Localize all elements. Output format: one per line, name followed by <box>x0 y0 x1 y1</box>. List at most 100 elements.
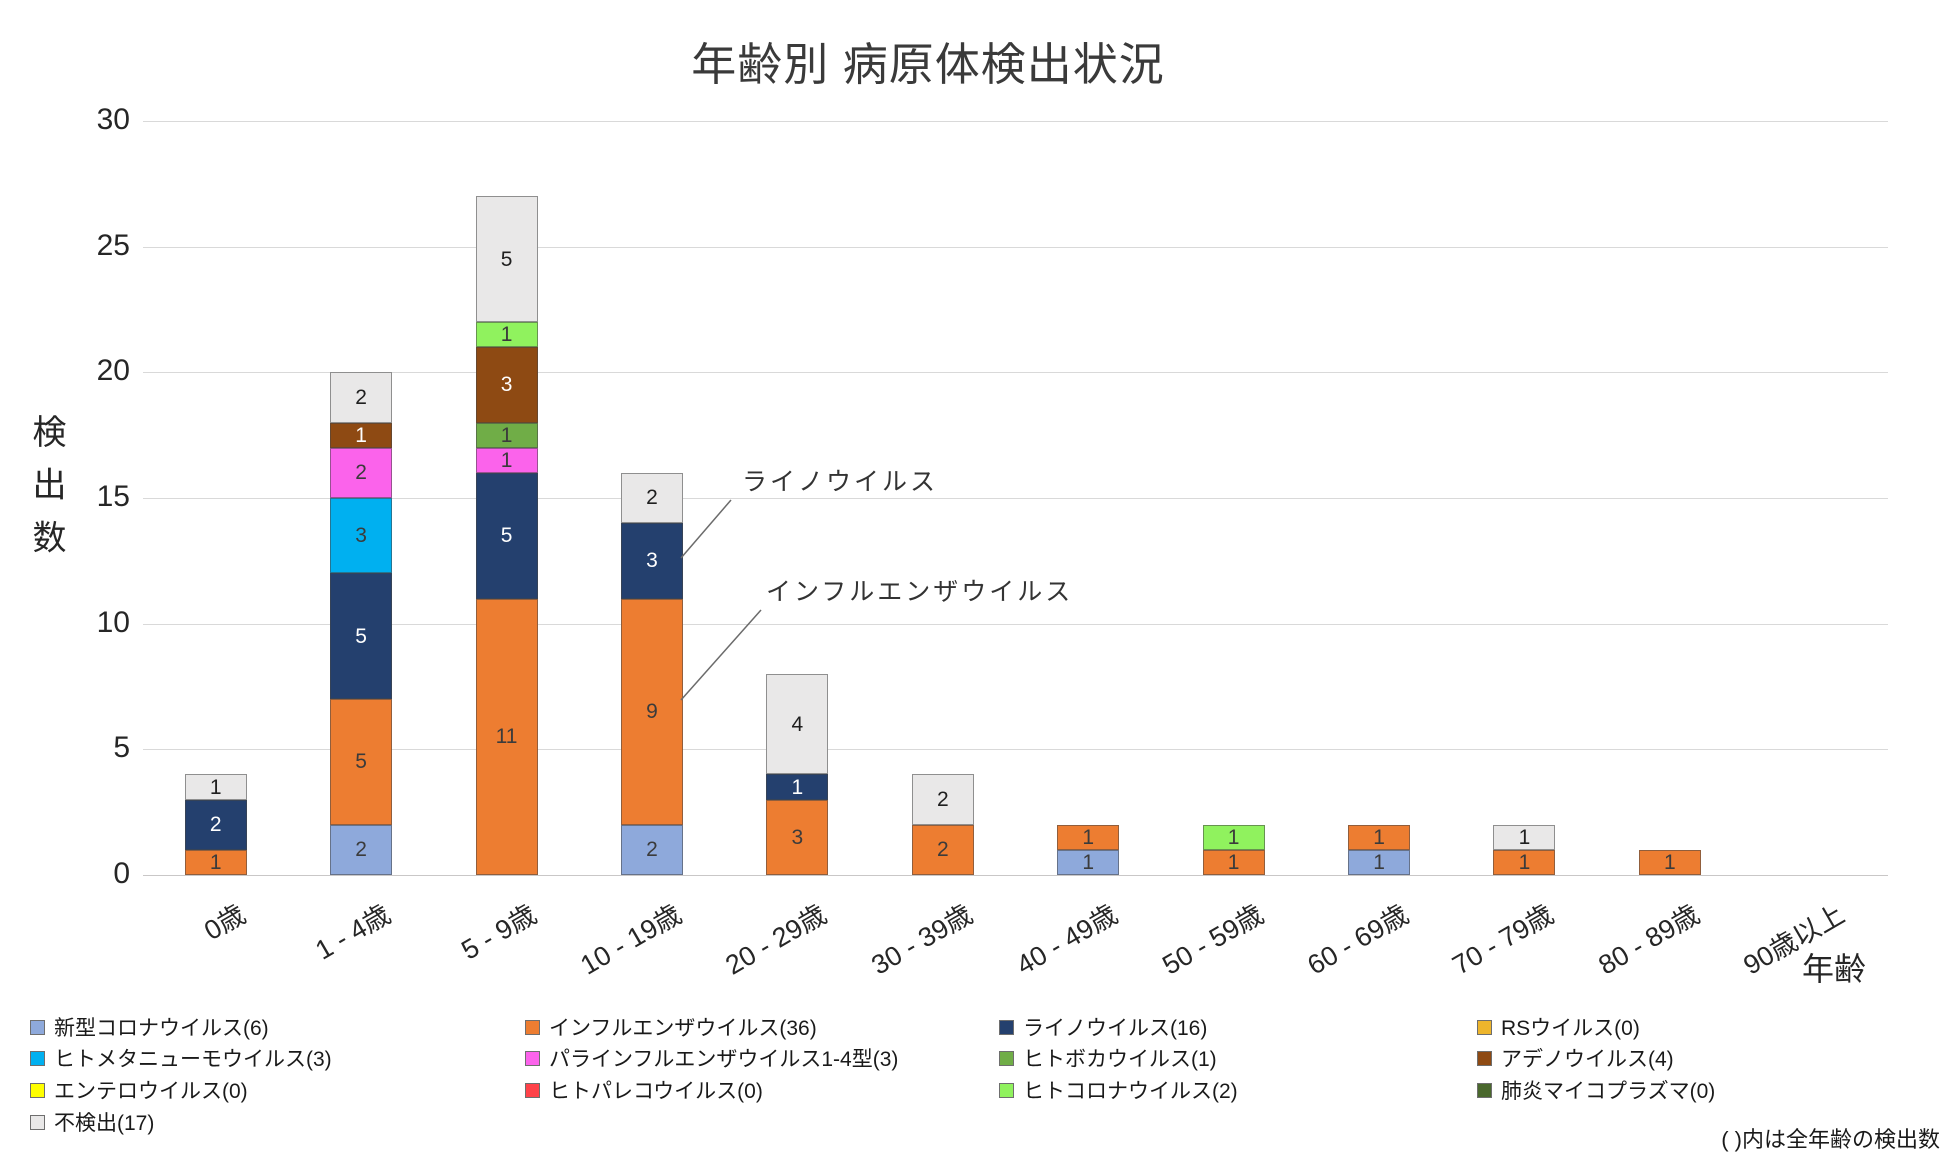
bar-segment: 4 <box>766 673 829 775</box>
segment-value-label: 2 <box>355 385 367 409</box>
x-category-label: 50 - 59歳 <box>1156 899 1269 981</box>
annotation-label: インフルエンザウイルス <box>766 578 1074 606</box>
bar-segment: 1 <box>475 447 538 473</box>
bar-segment: 1 <box>1057 849 1120 875</box>
x-category-label: 70 - 79歳 <box>1447 899 1559 981</box>
segment-value-label: 1 <box>1082 850 1095 874</box>
legend-swatch <box>999 1050 1014 1066</box>
segment-value-label: 1 <box>1518 850 1531 874</box>
annotation-line <box>680 499 732 559</box>
bar-segment: 5 <box>475 472 538 599</box>
bar-segment: 1 <box>475 322 538 348</box>
chart-title: 年齢別 病原体検出状況 <box>691 39 1165 90</box>
bar-segment: 1 <box>1638 849 1701 875</box>
segment-value-label: 5 <box>500 247 513 271</box>
y-tick-label: 15 <box>96 480 130 513</box>
bar-segment: 5 <box>330 573 393 700</box>
bar-segment: 1 <box>1057 824 1120 850</box>
bar-segment: 1 <box>1348 849 1411 875</box>
bar-segment: 1 <box>1202 849 1265 875</box>
segment-value-label: 2 <box>646 838 658 862</box>
legend-note: ( )内は全年齢の検出数 <box>1721 1127 1940 1152</box>
legend-swatch <box>1477 1082 1492 1098</box>
bar-segment: 1 <box>1348 824 1411 850</box>
bar-segment: 1 <box>330 422 393 448</box>
legend-swatch <box>525 1050 540 1066</box>
segment-value-label: 1 <box>209 775 222 799</box>
legend-item: アデノウイルス(4) <box>1477 1043 1674 1073</box>
legend-item: インフルエンザウイルス(36) <box>525 1012 817 1042</box>
segment-value-label: 1 <box>1518 825 1531 849</box>
bar-segment: 1 <box>1202 824 1265 850</box>
bar-segment: 1 <box>1493 824 1556 850</box>
legend-swatch <box>30 1082 45 1098</box>
y-gridline <box>143 749 1888 751</box>
x-category-label: 5 - 9歳 <box>455 899 542 966</box>
legend-swatch <box>1477 1019 1492 1035</box>
bar-segment: 9 <box>620 598 683 825</box>
segment-value-label: 3 <box>355 524 367 548</box>
segment-value-label: 5 <box>355 750 367 774</box>
segment-value-label: 1 <box>1227 850 1240 874</box>
legend-swatch <box>525 1019 540 1035</box>
y-gridline <box>143 498 1888 499</box>
segment-value-label: 3 <box>791 825 804 849</box>
y-tick-label: 20 <box>96 354 130 388</box>
segment-value-label: 9 <box>646 700 658 724</box>
legend-swatch <box>525 1082 540 1098</box>
legend-swatch <box>999 1019 1014 1035</box>
y-gridline <box>143 623 1888 625</box>
bar-segment: 1 <box>1493 849 1556 875</box>
legend-label: ライノウイルス(16) <box>1023 1017 1208 1040</box>
legend-label: 新型コロナウイルス(6) <box>54 1017 269 1040</box>
y-tick-label: 5 <box>113 731 130 765</box>
segment-value-label: 1 <box>791 775 804 799</box>
segment-value-label: 2 <box>355 838 367 862</box>
bar-segment: 11 <box>475 598 538 875</box>
bar-segment: 2 <box>184 799 247 850</box>
bar-segment: 5 <box>475 196 538 323</box>
annotation-label: ライノウイルス <box>742 468 939 496</box>
segment-value-label: 1 <box>1373 825 1385 849</box>
legend-item: RSウイルス(0) <box>1477 1012 1640 1042</box>
x-axis-title: 年齢 <box>1802 951 1867 987</box>
segment-value-label: 1 <box>209 850 222 874</box>
segment-value-label: 4 <box>791 712 804 736</box>
y-gridline <box>143 246 1888 248</box>
segment-value-label: 2 <box>936 838 949 862</box>
segment-value-label: 1 <box>500 423 513 447</box>
legend-item: ヒトボカウイルス(1) <box>999 1043 1217 1073</box>
legend-label: 不検出(17) <box>54 1112 155 1135</box>
y-tick-label: 30 <box>96 103 130 136</box>
bar-segment: 5 <box>330 699 393 825</box>
segment-value-label: 5 <box>500 524 513 548</box>
legend-label: アデノウイルス(4) <box>1501 1048 1674 1071</box>
bar-segment: 2 <box>620 472 683 524</box>
bar-segment: 2 <box>911 774 974 825</box>
segment-value-label: 1 <box>500 323 513 347</box>
y-gridline <box>143 372 1888 374</box>
segment-value-label: 11 <box>495 725 518 749</box>
bar-segment: 1 <box>475 422 538 448</box>
bar-segment: 2 <box>620 824 683 875</box>
legend-swatch <box>30 1050 45 1066</box>
segment-value-label: 2 <box>936 788 949 812</box>
legend-label: RSウイルス(0) <box>1501 1017 1640 1040</box>
legend-swatch <box>30 1114 45 1130</box>
legend-item: ライノウイルス(16) <box>999 1012 1207 1042</box>
legend-swatch <box>30 1019 45 1035</box>
y-tick-label: 0 <box>113 857 130 890</box>
y-tick-label: 10 <box>96 605 130 639</box>
bar-segment: 3 <box>475 347 538 423</box>
bar-segment: 2 <box>911 824 974 875</box>
bar-segment: 2 <box>330 372 393 423</box>
bar-segment: 3 <box>766 799 829 875</box>
bar-segment: 2 <box>330 824 393 875</box>
segment-value-label: 1 <box>1373 850 1385 874</box>
bar-segment: 3 <box>330 498 393 574</box>
bar-segment: 1 <box>766 774 829 800</box>
segment-value-label: 3 <box>646 549 658 573</box>
legend-label: ヒトパレコウイルス(0) <box>549 1080 763 1103</box>
x-category-label: 1 - 4歳 <box>310 899 396 966</box>
